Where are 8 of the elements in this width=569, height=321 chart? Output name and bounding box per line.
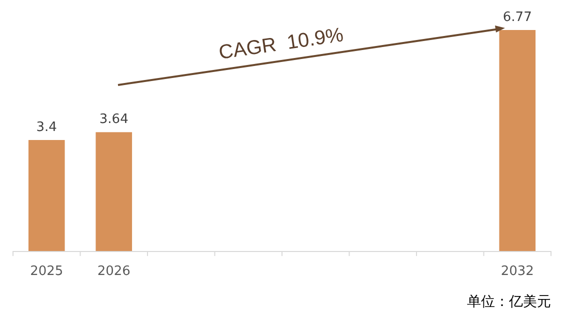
x-tick-label: 2032 <box>500 264 534 279</box>
data-label: 6.77 <box>502 10 532 25</box>
x-tick-label: 2026 <box>97 264 130 279</box>
data-label: 3.4 <box>36 120 57 136</box>
data-label: 3.64 <box>99 112 128 128</box>
text: 单位：亿美元 <box>467 294 551 310</box>
x-tick-label: 2025 <box>30 264 64 279</box>
annotation: CAGR 10.9% <box>217 24 346 64</box>
